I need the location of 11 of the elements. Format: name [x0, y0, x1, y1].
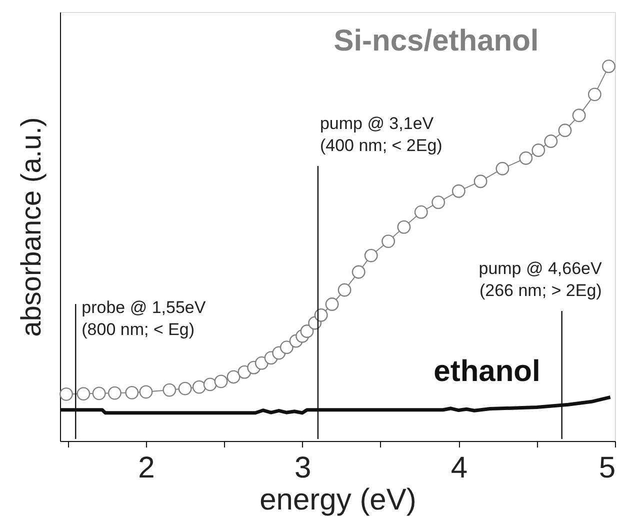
x-tick-label: 4: [450, 452, 468, 484]
ref-line-label: probe @ 1,55eV (800 nm; < Eg): [82, 298, 206, 339]
x-tick-label: 5: [598, 452, 616, 484]
series-label: ethanol: [434, 355, 540, 388]
x-axis-title: energy (eV): [260, 484, 416, 516]
y-axis-title: absorbance (a.u.): [16, 117, 46, 337]
text: Si-ncs/ethanol: [334, 24, 539, 58]
x-tick-label: 2: [138, 452, 155, 484]
x-tick-label: 3: [294, 452, 312, 484]
ref-line-label: pump @ 4,66eV (266 nm; > 2Eg): [478, 259, 603, 300]
ref-line-label: pump @ 3,1eV (400 nm; < 2Eg): [320, 114, 442, 155]
